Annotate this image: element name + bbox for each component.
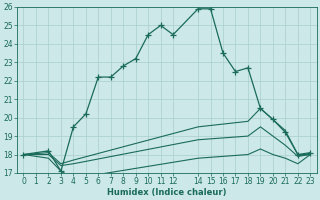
X-axis label: Humidex (Indice chaleur): Humidex (Indice chaleur) bbox=[107, 188, 227, 197]
